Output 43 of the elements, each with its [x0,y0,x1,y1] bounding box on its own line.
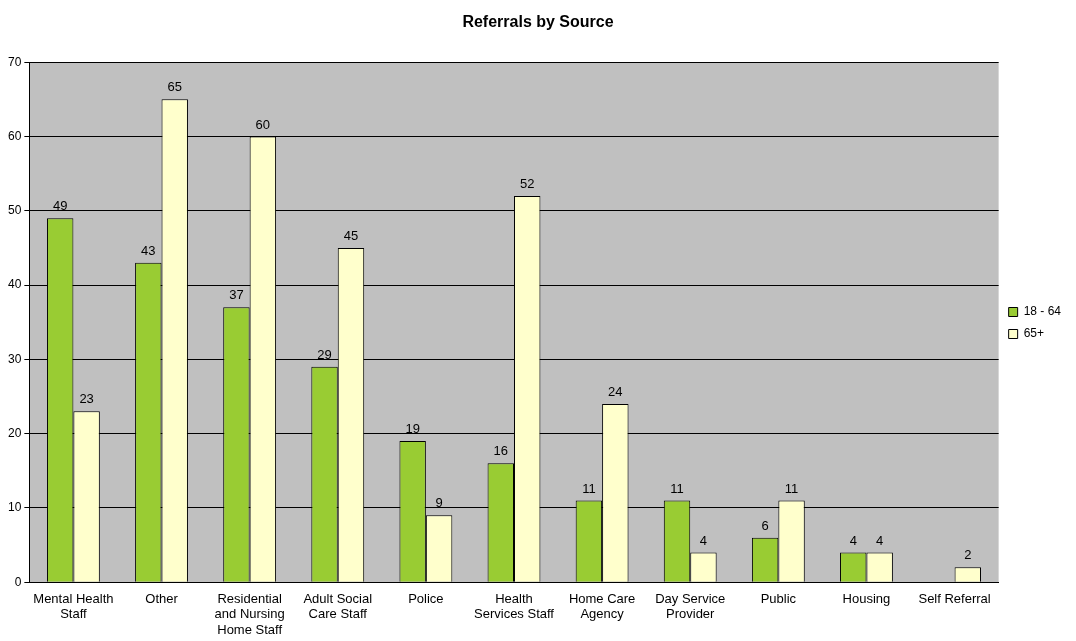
data-label: 37 [229,287,244,303]
x-tick-label: Self Referral [918,590,991,606]
x-tick-label: Police [408,590,444,606]
y-tick-label: 50 [7,203,22,218]
data-label: 43 [141,242,156,258]
data-label: 65 [167,79,182,95]
y-tick-label: 20 [7,425,22,440]
data-label: 24 [608,383,623,399]
data-label: 11 [670,480,684,496]
y-tick-label: 40 [7,277,22,292]
data-label: 29 [317,346,332,362]
y-tick-label: 60 [7,128,22,143]
data-label: 4 [849,532,857,548]
y-tick-label: 0 [14,574,22,589]
x-tick-label: Residential and Nursing Home Staff [214,590,285,637]
chart-title: Referrals by Source [462,13,614,31]
data-label: 16 [493,443,509,459]
x-tick-label: Mental Health Staff [33,590,114,622]
data-label: 2 [964,547,972,563]
data-label: 11 [784,480,799,496]
legend-label: 18 - 64 [1023,304,1062,319]
x-tick-label: Housing [842,590,891,606]
x-tick-label: Health Services Staff [474,590,555,622]
y-tick-label: 10 [7,500,22,515]
y-tick-label: 30 [7,351,22,366]
x-tick-label: Public [760,590,797,606]
data-label: 45 [343,227,359,243]
data-label: 9 [435,495,443,511]
data-label: 52 [519,175,535,191]
data-label: 19 [405,421,420,437]
data-label: 11 [582,480,596,496]
data-label: 6 [761,517,769,533]
legend-label: 65+ [1023,326,1044,341]
data-label: 23 [79,391,94,407]
data-label: 4 [699,532,708,548]
data-label: 60 [255,116,271,132]
x-tick-label: Day Service Provider [655,590,726,622]
x-tick-label: Adult Social Care Staff [303,590,373,622]
data-label: 49 [52,198,68,214]
x-tick-label: Other [145,590,179,606]
data-label: 4 [876,532,884,548]
y-tick-label: 70 [7,54,22,69]
x-tick-label: Home Care Agency [568,590,636,622]
